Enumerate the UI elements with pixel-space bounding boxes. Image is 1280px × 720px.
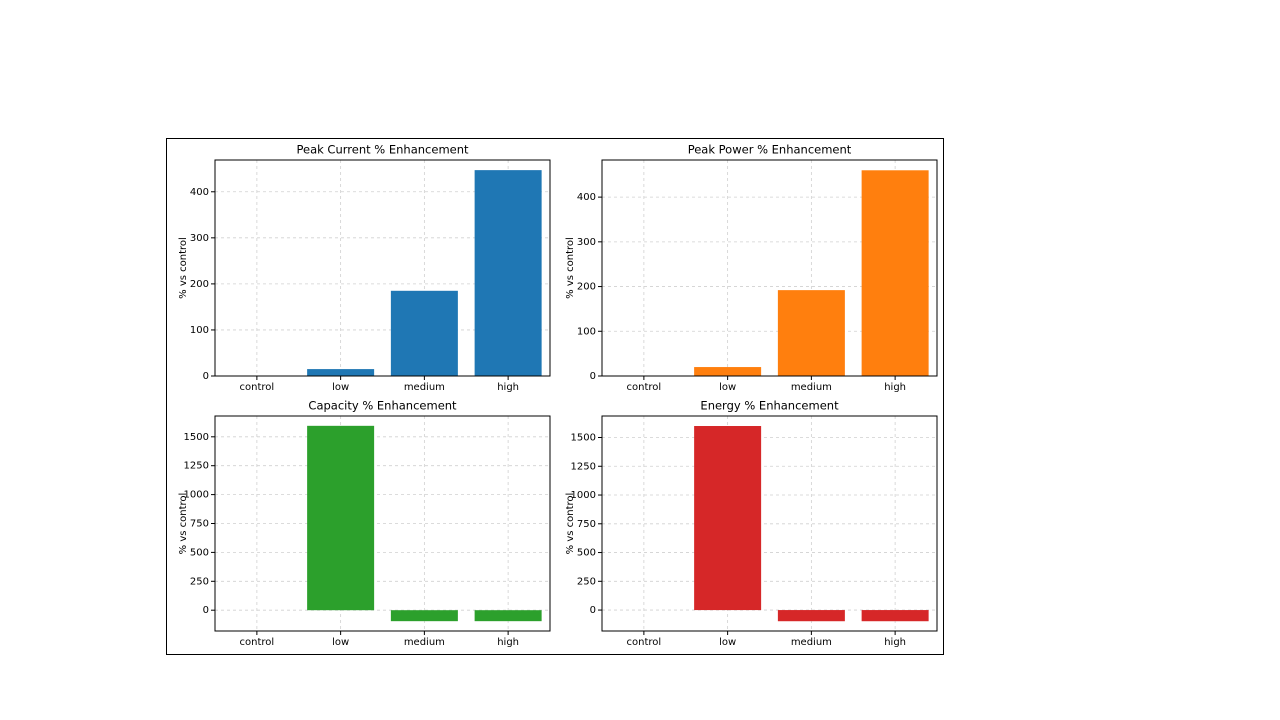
x-tick-label: control: [240, 382, 275, 393]
chart-title: Energy % Enhancement: [700, 399, 839, 413]
x-tick-label: control: [627, 382, 662, 393]
axes-frame: [214, 159, 551, 377]
axes-frame: [601, 159, 938, 377]
bar: [694, 367, 762, 376]
y-tick-label: 300: [190, 233, 209, 244]
figure-border: [166, 138, 944, 655]
bar: [861, 610, 929, 622]
y-tick-label: 100: [577, 326, 596, 337]
x-tick-label: high: [884, 382, 906, 393]
y-tick-label: 1500: [184, 432, 209, 443]
y-tick-label: 1500: [571, 433, 596, 444]
x-tick-label: control: [627, 637, 662, 648]
bar: [307, 369, 375, 376]
y-tick-label: 250: [577, 576, 596, 587]
y-axis-label: % vs control: [178, 237, 189, 299]
y-tick-label: 1250: [184, 461, 209, 472]
y-tick-label: 500: [577, 548, 596, 559]
y-tick-label: 0: [203, 371, 209, 382]
y-tick-label: 100: [190, 325, 209, 336]
y-tick-label: 0: [590, 605, 596, 616]
chart-title: Capacity % Enhancement: [308, 399, 457, 413]
y-axis-label: % vs control: [565, 493, 576, 555]
bar: [390, 290, 458, 376]
y-tick-label: 500: [190, 547, 209, 558]
x-tick-label: control: [240, 637, 275, 648]
x-tick-label: low: [332, 382, 349, 393]
x-tick-label: low: [719, 382, 736, 393]
axes-frame: [214, 415, 551, 632]
y-tick-label: 1250: [571, 461, 596, 472]
bar: [474, 170, 542, 376]
y-tick-label: 1000: [571, 490, 596, 501]
bar: [474, 610, 542, 622]
x-tick-label: high: [497, 637, 519, 648]
y-tick-label: 0: [590, 371, 596, 382]
x-tick-label: medium: [791, 382, 832, 393]
x-tick-label: medium: [404, 637, 445, 648]
y-tick-label: 750: [190, 519, 209, 530]
bar: [777, 610, 845, 622]
bar: [694, 426, 762, 611]
y-tick-label: 300: [577, 237, 596, 248]
bar: [307, 425, 375, 611]
bar: [390, 610, 458, 622]
bar: [777, 290, 845, 376]
y-tick-label: 1000: [184, 490, 209, 501]
x-tick-label: medium: [404, 382, 445, 393]
y-tick-label: 750: [577, 519, 596, 530]
x-tick-label: high: [884, 637, 906, 648]
y-axis-label: % vs control: [565, 237, 576, 299]
y-tick-label: 250: [190, 576, 209, 587]
y-tick-label: 400: [577, 192, 596, 203]
x-tick-label: high: [497, 382, 519, 393]
y-tick-label: 400: [190, 187, 209, 198]
y-tick-label: 0: [203, 605, 209, 616]
x-tick-label: low: [332, 637, 349, 648]
chart-title: Peak Current % Enhancement: [296, 143, 469, 157]
x-tick-label: medium: [791, 637, 832, 648]
y-tick-label: 200: [190, 279, 209, 290]
chart-title: Peak Power % Enhancement: [688, 143, 852, 157]
x-tick-label: low: [719, 637, 736, 648]
axes-frame: [601, 415, 938, 632]
y-tick-label: 200: [577, 282, 596, 293]
bar: [861, 170, 929, 376]
y-axis-label: % vs control: [178, 493, 189, 555]
